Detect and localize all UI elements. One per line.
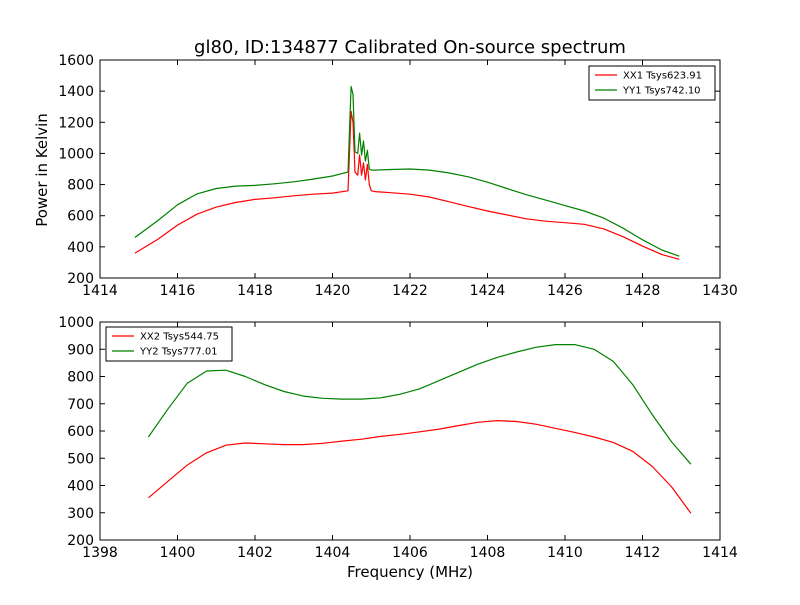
y-tick-label: 1000: [58, 315, 94, 331]
y-tick-label: 200: [67, 533, 94, 549]
y-tick-label: 1400: [58, 84, 94, 100]
x-tick-label: 1408: [470, 545, 506, 561]
y-tick-label: 200: [67, 271, 94, 287]
series-line-2: [147, 344, 692, 465]
y-tick-label: 900: [67, 342, 94, 358]
x-tick-label: 1426: [547, 283, 583, 299]
bottom-panel: 1398 1400 1402 1404 1406 1408 1410 1412 1414 200 3…: [58, 315, 738, 561]
y-tick-label: 600: [67, 424, 94, 440]
y-tick-label: 1200: [58, 115, 94, 131]
legend-label: YY1 Tsys742.10: [622, 86, 701, 97]
legend: XX2 Tsys544.75 YY2 Tsys777.01: [105, 326, 233, 362]
x-tick-label: 1406: [392, 545, 428, 561]
legend: XX1 Tsys623.91 YY1 Tsys742.10: [588, 65, 716, 101]
y-tick-label: 800: [67, 370, 94, 386]
series-line-1: [134, 110, 680, 260]
legend-label: XX2 Tsys544.75: [140, 332, 219, 343]
x-tick-label: 1420: [315, 283, 351, 299]
y-tick-label: 400: [67, 240, 94, 256]
legend-label: XX1 Tsys623.91: [623, 71, 702, 82]
y-tick-label: 1000: [58, 146, 94, 162]
x-tick-label: 1422: [392, 283, 428, 299]
x-axis-label: Frequency (MHz): [347, 563, 473, 581]
y-tick-label: 400: [67, 479, 94, 495]
top-panel: 1414 1416 1418 1420 1422 1424 1426 1428 1430 200 4…: [58, 53, 737, 299]
y-tick-label: 800: [67, 178, 94, 194]
y-tick-label: 300: [67, 506, 94, 522]
x-tick-label: 1414: [82, 283, 118, 299]
x-tick-label: 1412: [625, 545, 661, 561]
x-tick-label: 1398: [82, 545, 118, 561]
x-tick-label: 1418: [237, 283, 273, 299]
x-tick-label: 1404: [315, 545, 351, 561]
x-tick-label: 1424: [470, 283, 506, 299]
x-tick-label: 1410: [547, 545, 583, 561]
x-tick-label: 1430: [702, 283, 738, 299]
series-line-2: [134, 85, 680, 257]
y-tick-label: 1600: [58, 53, 94, 69]
legend-label: YY2 Tsys777.01: [139, 347, 218, 358]
x-tick-label: 1416: [160, 283, 196, 299]
y-axis-label: Power in Kelvin: [33, 113, 51, 227]
y-tick-label: 500: [67, 451, 94, 467]
x-tick-label: 1400: [160, 545, 196, 561]
x-tick-label: 1414: [702, 545, 738, 561]
y-tick-label: 700: [67, 397, 94, 413]
x-tick-label: 1428: [625, 283, 661, 299]
y-tick-label: 600: [67, 209, 94, 225]
chart-title: gl80, ID:134877 Calibrated On-source spe…: [194, 37, 626, 58]
x-tick-label: 1402: [237, 545, 273, 561]
series-line-1: [148, 420, 692, 514]
